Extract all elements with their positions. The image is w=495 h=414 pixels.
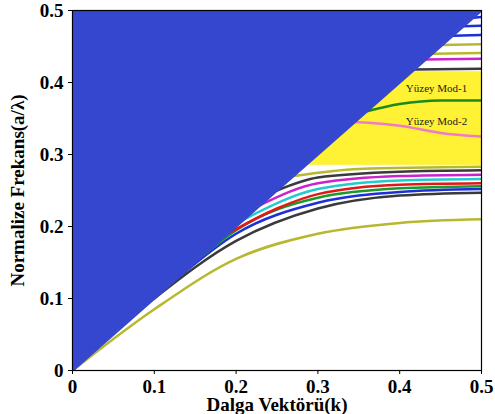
svg-text:0.2: 0.2: [224, 376, 248, 397]
svg-text:0.5: 0.5: [470, 376, 494, 397]
svg-text:0.1: 0.1: [142, 376, 166, 397]
svg-text:Dalga Vektörü(k): Dalga Vektörü(k): [207, 394, 348, 414]
svg-text:0: 0: [54, 360, 64, 381]
svg-text:0.4: 0.4: [388, 376, 412, 397]
svg-text:0.2: 0.2: [40, 216, 64, 237]
svg-text:0.5: 0.5: [40, 0, 64, 21]
svg-text:0.3: 0.3: [306, 376, 330, 397]
svg-text:0.1: 0.1: [40, 288, 64, 309]
svg-text:Normalize Frekans(a/λ): Normalize Frekans(a/λ): [7, 94, 29, 286]
svg-text:0.4: 0.4: [40, 72, 64, 93]
svg-text:0.3: 0.3: [40, 144, 64, 165]
svg-text:0: 0: [68, 376, 78, 397]
svg-text:Yüzey Mod-1: Yüzey Mod-1: [406, 82, 467, 94]
svg-text:Yüzey Mod-2: Yüzey Mod-2: [406, 115, 467, 127]
